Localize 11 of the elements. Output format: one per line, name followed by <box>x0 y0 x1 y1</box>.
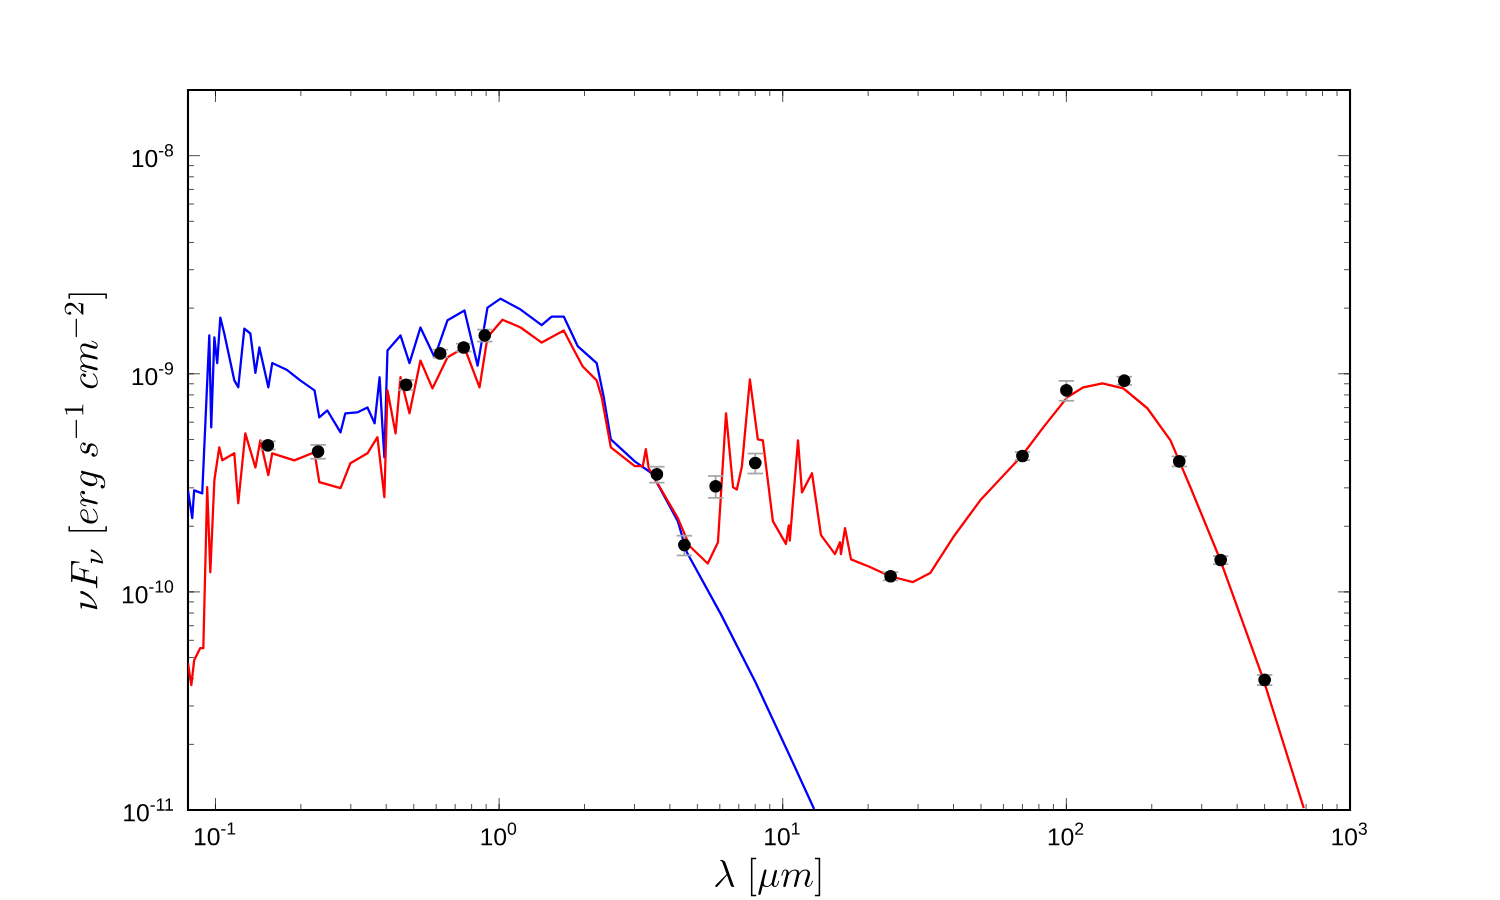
y-tick-label: 10$^{-8}$ <box>132 144 174 168</box>
y-tick-label: 10$^{-11}$ <box>124 798 173 822</box>
x-tick-label: 10$^{2}$ <box>1048 822 1084 846</box>
y-tick-label: 10$^{-10}$ <box>122 580 174 604</box>
y-tick-label: 10$^{-9}$ <box>132 362 173 386</box>
x-tick-label: 10$^{3}$ <box>1332 822 1367 846</box>
x-axis-title: $\lambda\;[\mu m]$ <box>715 857 821 897</box>
y-axis-title: $\nu F_\nu\;[erg\;s^{-1}\;cm^{-2}]$ <box>64 293 107 610</box>
x-tick-label: 10$^{0}$ <box>481 822 517 846</box>
x-tick-label: 10$^{-1}$ <box>194 822 236 846</box>
x-tick-label: 10$^{1}$ <box>765 822 800 846</box>
